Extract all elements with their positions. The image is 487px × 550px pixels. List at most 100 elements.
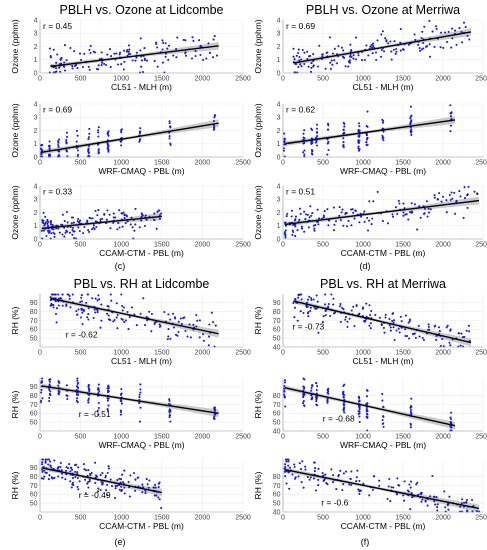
x-axis-label: CL51 - MLH (m) (111, 82, 172, 92)
x-axis-label: CL51 - MLH (m) (353, 356, 414, 366)
data-point (316, 135, 319, 138)
data-point (50, 232, 53, 235)
y-tick-label: 50 (273, 420, 281, 427)
data-point (54, 312, 58, 315)
data-point (441, 337, 444, 341)
data-point (378, 479, 381, 482)
data-point (69, 480, 72, 483)
data-point (310, 214, 313, 217)
data-point (371, 52, 374, 55)
data-point (433, 45, 436, 48)
data-point (381, 399, 384, 402)
data-point (317, 331, 320, 334)
data-point (63, 69, 67, 72)
panel-label-e: (e) (115, 537, 126, 547)
data-point (46, 220, 49, 223)
data-point (440, 31, 443, 34)
data-point (326, 128, 330, 131)
data-point (283, 232, 286, 235)
data-point (378, 316, 381, 319)
x-tick-label: 0 (38, 350, 42, 357)
data-point (428, 328, 431, 331)
data-point (75, 129, 78, 132)
data-point (110, 485, 114, 488)
data-point (199, 44, 202, 47)
data-point (143, 58, 146, 62)
data-point (339, 302, 342, 306)
y-tick-label: 90 (273, 300, 281, 307)
data-point (381, 418, 384, 422)
regression-line (41, 467, 162, 494)
data-point (106, 305, 109, 308)
data-point (380, 33, 383, 36)
data-point (150, 312, 153, 315)
data-point (407, 321, 410, 324)
data-point (436, 509, 439, 512)
data-point (290, 215, 293, 218)
x-tick-label: 0 (38, 242, 42, 249)
data-point (76, 476, 79, 480)
points (282, 104, 453, 158)
data-point (397, 199, 400, 202)
data-point (120, 489, 124, 492)
data-point (428, 55, 432, 58)
x-tick-label: 2500 (235, 350, 251, 357)
data-point (71, 233, 74, 236)
data-point (299, 293, 302, 296)
data-point (60, 57, 63, 60)
data-point (158, 498, 161, 501)
data-point (68, 297, 71, 300)
data-point (326, 401, 329, 404)
data-point (409, 121, 412, 124)
data-point (283, 395, 286, 398)
data-point (313, 470, 316, 473)
y-tick-label: 40 (273, 509, 281, 516)
data-point (207, 42, 210, 45)
data-point (87, 151, 90, 154)
data-point (41, 397, 44, 400)
data-point (461, 41, 464, 44)
data-point (207, 344, 210, 347)
data-point (174, 317, 177, 320)
chart-c2: 0 500 1000 1500 2000 2500 0 1 2 3 4 WRF-CMAQ - PBL … (10, 101, 251, 176)
data-point (81, 323, 84, 326)
data-point (284, 463, 287, 466)
data-point (150, 330, 153, 333)
data-point (87, 65, 90, 68)
data-point (97, 148, 100, 151)
data-point (409, 508, 412, 511)
y-tick-label: 3 (277, 115, 281, 122)
data-point (93, 308, 96, 311)
data-point (156, 65, 159, 68)
data-point (465, 329, 468, 332)
data-point (429, 495, 432, 498)
data-point (168, 414, 171, 417)
x-tick-label: 2500 (475, 76, 487, 83)
y-tick-label: 90 (30, 465, 38, 472)
data-point (287, 460, 290, 463)
x-tick-label: 1000 (355, 242, 371, 249)
y-tick-label: 40 (273, 428, 281, 435)
data-point (350, 470, 353, 473)
data-point (189, 336, 192, 339)
data-point (57, 475, 60, 478)
data-point (380, 322, 383, 326)
data-point (131, 226, 134, 229)
data-point (382, 130, 385, 133)
data-point (407, 218, 410, 221)
data-point (109, 227, 112, 230)
data-point (120, 387, 123, 391)
data-point (106, 407, 109, 411)
data-point (466, 509, 469, 512)
data-point (100, 303, 103, 306)
data-point (459, 195, 462, 198)
data-point (161, 39, 164, 42)
data-point (307, 226, 310, 229)
y-axis-label: RH (%) (10, 471, 20, 499)
data-point (184, 54, 188, 57)
data-point (59, 70, 62, 73)
data-point (49, 393, 52, 396)
data-point (121, 225, 124, 228)
data-point (65, 141, 68, 144)
data-point (379, 55, 383, 58)
